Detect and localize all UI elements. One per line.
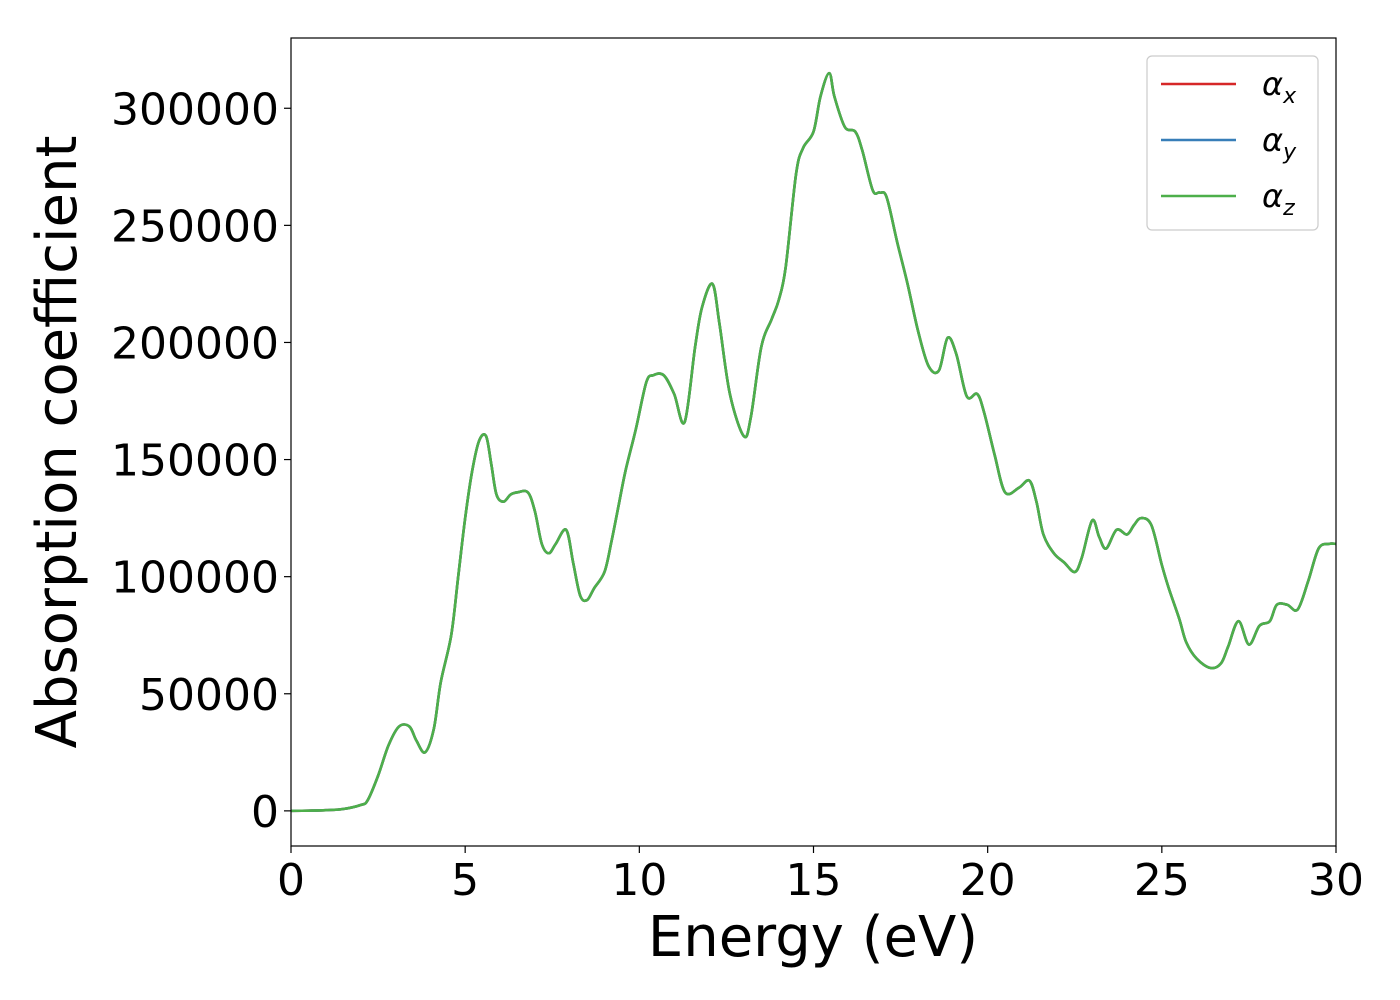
legend-symbol: α	[1262, 177, 1283, 215]
y-tick-label: 0	[251, 787, 279, 838]
legend-subscript: y	[1282, 140, 1297, 165]
legend-subscript: z	[1282, 196, 1295, 221]
x-tick-label: 5	[451, 855, 479, 906]
x-tick-label: 0	[277, 855, 305, 906]
legend-label-z: αz	[1262, 177, 1295, 221]
series-line-z	[291, 71, 1336, 813]
y-tick-label: 100000	[111, 553, 279, 604]
x-tick-label: 15	[786, 855, 842, 906]
legend-subscript: x	[1282, 84, 1297, 109]
x-tick-label: 30	[1308, 855, 1364, 906]
y-axis-title: Absorption coefficient	[25, 136, 90, 749]
series-layer	[291, 71, 1336, 813]
y-tick-label: 300000	[111, 84, 279, 135]
y-tick-label: 250000	[111, 201, 279, 252]
x-tick-label: 25	[1134, 855, 1190, 906]
y-axis-ticks: 0 50000 100000 150000 200000 250000 300000	[111, 84, 291, 838]
legend-label-x: αx	[1262, 65, 1297, 109]
x-tick-label: 20	[960, 855, 1016, 906]
x-axis-ticks: 0 5 10 15 20 25 30	[277, 846, 1364, 906]
x-tick-label: 10	[611, 855, 667, 906]
y-tick-label: 50000	[139, 670, 279, 721]
y-tick-label: 150000	[111, 436, 279, 487]
legend-label-y: αy	[1262, 121, 1297, 165]
legend-symbol: α	[1262, 121, 1283, 159]
legend-box	[1146, 55, 1319, 231]
legend-symbol: α	[1262, 65, 1283, 103]
y-tick-label: 200000	[111, 318, 279, 369]
x-axis-title: Energy (eV)	[648, 905, 978, 970]
